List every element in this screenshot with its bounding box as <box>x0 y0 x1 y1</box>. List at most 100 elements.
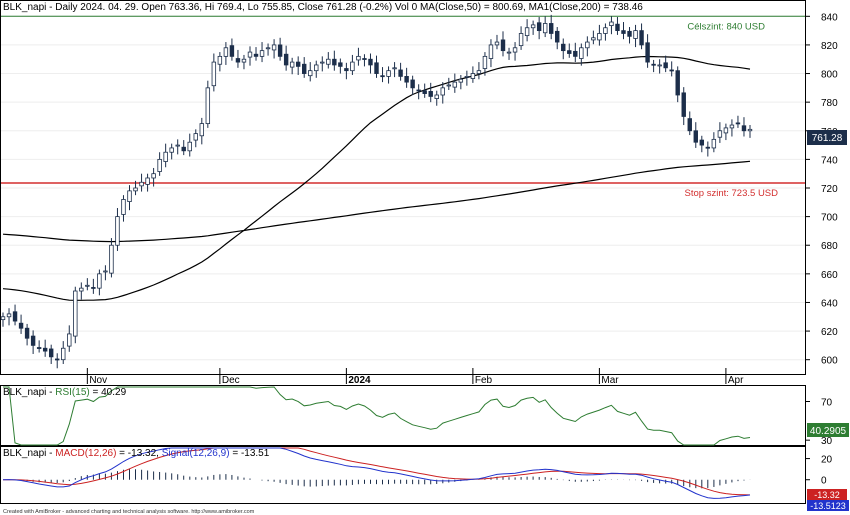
candle-body <box>693 130 698 143</box>
rsi-header-name: BLK_napi - <box>3 387 55 398</box>
candle-body <box>55 358 60 361</box>
macd-last-label: -13.32 <box>814 490 840 500</box>
price-tick-label: 640 <box>821 298 838 309</box>
candle-body <box>362 58 367 60</box>
candle-body <box>91 287 96 289</box>
signal-header-value: = -13.51 <box>230 448 270 459</box>
candle-body <box>79 287 84 292</box>
rsi-tick-label: 70 <box>821 398 833 409</box>
candle-body <box>609 21 614 27</box>
candle-body <box>115 216 120 246</box>
candle-body <box>48 348 54 358</box>
rsi-header-eq: = <box>90 387 101 398</box>
ma-50-line <box>2 55 751 301</box>
level-label: Célszint: 840 USD <box>687 21 765 32</box>
candle-body <box>446 84 451 87</box>
candle-body <box>561 43 566 52</box>
candle-body <box>735 122 741 125</box>
candle-body <box>452 81 458 88</box>
candle-body <box>458 78 464 83</box>
price-level-lines: Célszint: 840 USD Stop szint: 723.5 USD <box>1 15 805 199</box>
candle-body <box>24 327 30 339</box>
candle-body <box>542 23 548 34</box>
macd-last-tags: -13.32 -13.5123 <box>807 489 849 511</box>
time-axis-ticks: Nov Dec 2024 Feb Mar Apr <box>86 368 744 386</box>
price-tick-label: 600 <box>821 356 838 367</box>
candle-body <box>374 62 379 74</box>
level-label: Stop szint: 723.5 USD <box>685 188 779 199</box>
candle-body <box>669 69 674 72</box>
macd-tick-label: 20 <box>821 455 833 466</box>
rsi-header-indicator: RSI(15) <box>55 387 89 398</box>
candle-body <box>615 23 620 32</box>
candle-body <box>193 133 198 141</box>
candle-body <box>416 89 421 92</box>
candle-body <box>295 61 301 67</box>
rsi-last-tag: 40.2905 <box>807 423 849 437</box>
candle-body <box>109 244 114 274</box>
candle-body <box>591 37 596 41</box>
candle-body <box>42 347 48 352</box>
candle-body <box>265 47 271 50</box>
candle-body <box>350 61 355 72</box>
candle-body <box>488 44 494 59</box>
price-tick-label: 620 <box>821 327 838 338</box>
candle-body <box>61 347 66 361</box>
candle-body <box>223 47 229 57</box>
last-price-tag-box <box>807 130 847 145</box>
candle-body <box>187 141 192 152</box>
candle-body <box>392 67 397 70</box>
candle-body <box>127 190 132 202</box>
candle-body <box>85 284 90 287</box>
macd-line <box>2 447 751 499</box>
macd-panel: 0 20 BLK_napi - MACD(12,26) = -13.32, Sig… <box>0 446 849 511</box>
candle-body <box>332 58 337 66</box>
candle-body <box>205 87 211 125</box>
signal-last-tag-box <box>807 500 849 511</box>
candle-body <box>422 90 427 94</box>
candle-body <box>723 127 729 134</box>
candle-body <box>181 146 186 152</box>
candle-body <box>464 76 470 78</box>
candle-body <box>717 130 723 138</box>
candle-body <box>470 73 476 79</box>
candle-body <box>651 63 656 66</box>
candle-body <box>639 30 644 46</box>
macd-header-label: MACD(12,26) <box>55 448 116 459</box>
macd-header: BLK_napi - MACD(12,26) = -13.32, Signal(… <box>3 448 270 459</box>
rsi-header-value: 40.29 <box>101 387 126 398</box>
time-tick-label: Mar <box>601 375 619 386</box>
candle-body <box>151 173 156 179</box>
price-tick-label: 700 <box>821 213 838 224</box>
macd-tick-label: 0 <box>821 476 827 487</box>
candle-body <box>259 50 265 57</box>
candle-body <box>621 30 626 34</box>
candles <box>0 14 753 369</box>
price-tick-label: 680 <box>821 241 838 252</box>
candle-body <box>97 273 102 289</box>
candle-body <box>536 22 542 32</box>
candle-body <box>440 87 445 96</box>
macd-header-name: BLK_napi - <box>3 448 55 459</box>
candle-body <box>500 39 506 52</box>
rsi-panel-frame <box>0 385 806 446</box>
macd-last-tag-box <box>807 489 847 500</box>
price-tick-label: 720 <box>821 184 838 195</box>
candle-body <box>368 58 373 66</box>
candle-body <box>253 53 259 57</box>
candle-body <box>133 187 138 192</box>
footer-credit: Created with AmiBroker - advanced charti… <box>3 509 255 515</box>
candle-body <box>518 33 524 47</box>
moving-averages <box>2 55 751 301</box>
candle-body <box>548 23 554 34</box>
candle-body <box>121 199 126 215</box>
candle-body <box>585 41 590 49</box>
candle-body <box>627 30 632 37</box>
candle-body <box>645 42 650 63</box>
rsi-line <box>3 386 751 446</box>
candle-body <box>283 53 289 66</box>
candle-body <box>235 58 241 63</box>
candle-body <box>356 55 361 61</box>
rsi-last-tag-box <box>807 423 849 437</box>
candle-body <box>705 146 711 149</box>
